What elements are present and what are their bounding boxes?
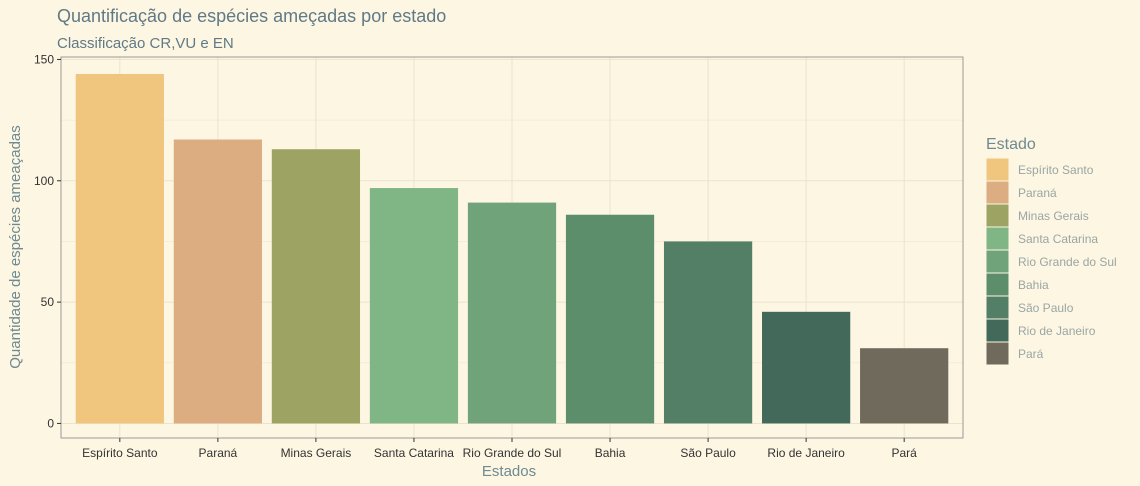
legend-label: Bahia [1018,278,1049,292]
x-tick-label: Rio de Janeiro [767,446,845,460]
y-tick-label: 100 [34,174,54,188]
y-axis-ticks: 0 50 100 150 [34,52,61,430]
bar-pará [860,348,949,424]
y-axis-title: Quantidade de espécies ameaçadas [7,125,24,369]
x-tick-label: Rio Grande do Sul [463,446,562,460]
x-axis-title: Estados [482,463,536,480]
legend-label: Pará [1018,347,1044,361]
bar-bahia [565,214,655,424]
y-tick-label: 50 [41,295,55,309]
bar-são-paulo [663,241,753,424]
legend: Estado Espírito Santo Paraná Minas Gerais S… [985,136,1117,366]
legend-title: Estado [986,136,1036,153]
y-tick-label: 0 [47,416,54,430]
legend-swatch [985,226,1010,251]
bar-minas-gerais [271,149,361,424]
legend-swatch [985,295,1010,320]
x-tick-label: Espírito Santo [82,446,158,460]
legend-swatch [985,157,1010,182]
legend-label: Espírito Santo [1018,163,1094,177]
legend-label: Minas Gerais [1018,209,1089,223]
legend-label: Rio de Janeiro [1018,324,1096,338]
bar-paraná [173,139,262,424]
chart-title: Quantificação de espécies ameçadas por e… [57,6,447,26]
bar-rio-de-janeiro [762,311,851,424]
x-tick-label: Minas Gerais [281,446,352,460]
x-tick-label: Bahia [595,446,626,460]
x-tick-label: Pará [891,446,917,460]
bar-santa-catarina [369,188,459,424]
x-tick-label: Santa Catarina [374,446,454,460]
x-tick-label: Paraná [199,446,238,460]
legend-label: Santa Catarina [1018,232,1098,246]
x-tick-label: São Paulo [680,446,736,460]
legend-swatch [985,203,1010,228]
legend-label: Paraná [1018,186,1057,200]
y-tick-label: 150 [34,52,54,66]
bar-rio-grande-do-sul [467,202,557,424]
legend-swatch [985,318,1010,343]
legend-swatch [985,272,1010,297]
x-axis-ticks: Espírito Santo Paraná Minas Gerais Santa Ca… [82,438,917,460]
legend-swatch [985,341,1010,366]
legend-label: Rio Grande do Sul [1018,255,1117,269]
bars [75,73,949,424]
legend-swatch [985,180,1010,205]
chart-subtitle: Classificação CR,VU e EN [57,35,234,52]
legend-swatch [985,249,1010,274]
bar-espírito-santo [75,73,164,424]
legend-label: São Paulo [1018,301,1074,315]
